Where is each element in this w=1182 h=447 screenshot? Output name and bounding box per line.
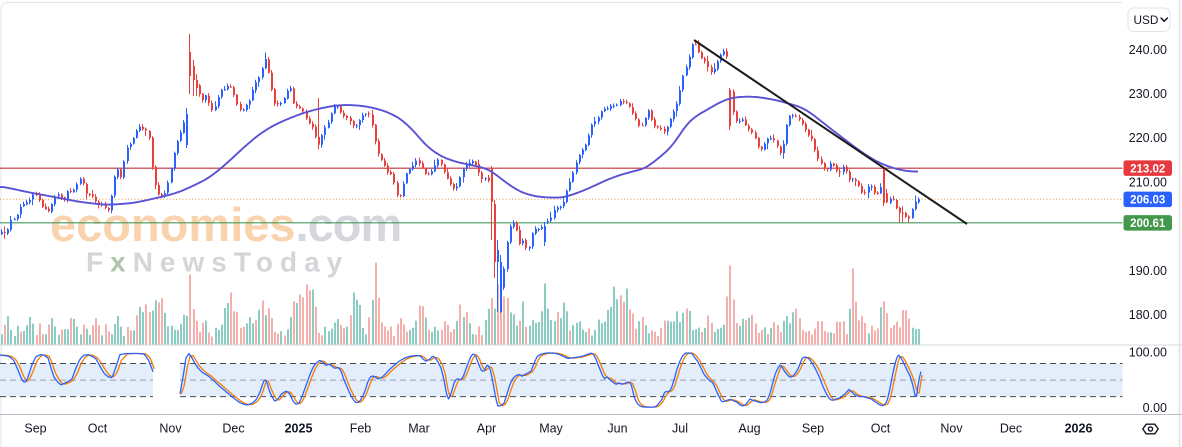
- svg-text:2025: 2025: [285, 422, 313, 436]
- svg-text:240.00: 240.00: [1129, 43, 1167, 57]
- svg-text:USD: USD: [1134, 13, 1159, 27]
- svg-text:Oct: Oct: [88, 422, 108, 436]
- svg-text:Sep: Sep: [802, 422, 824, 436]
- svg-text:Dec: Dec: [1000, 422, 1022, 436]
- svg-text:Dec: Dec: [222, 422, 244, 436]
- svg-text:Sep: Sep: [24, 422, 46, 436]
- svg-text:May: May: [539, 422, 563, 436]
- svg-text:206.03: 206.03: [1130, 194, 1165, 206]
- svg-text:0.00: 0.00: [1143, 401, 1167, 415]
- svg-text:economies.com: economies.com: [50, 198, 401, 251]
- svg-text:Oct: Oct: [871, 422, 891, 436]
- svg-text:220.00: 220.00: [1129, 131, 1167, 145]
- svg-text:230.00: 230.00: [1129, 87, 1167, 101]
- svg-text:200.61: 200.61: [1130, 218, 1166, 230]
- svg-text:100.00: 100.00: [1129, 346, 1167, 360]
- svg-text:FxNewsToday: FxNewsToday: [86, 247, 349, 278]
- svg-text:213.02: 213.02: [1130, 163, 1165, 175]
- svg-text:Apr: Apr: [477, 422, 496, 436]
- svg-text:Nov: Nov: [159, 422, 182, 436]
- svg-text:Mar: Mar: [408, 422, 430, 436]
- svg-text:Feb: Feb: [350, 422, 372, 436]
- svg-text:190.00: 190.00: [1129, 264, 1167, 278]
- svg-text:Nov: Nov: [940, 422, 963, 436]
- svg-text:Jun: Jun: [607, 422, 627, 436]
- svg-text:Jul: Jul: [672, 422, 688, 436]
- svg-text:Aug: Aug: [738, 422, 760, 436]
- svg-text:210.00: 210.00: [1129, 175, 1167, 189]
- svg-text:2026: 2026: [1065, 422, 1093, 436]
- svg-text:180.00: 180.00: [1129, 308, 1167, 322]
